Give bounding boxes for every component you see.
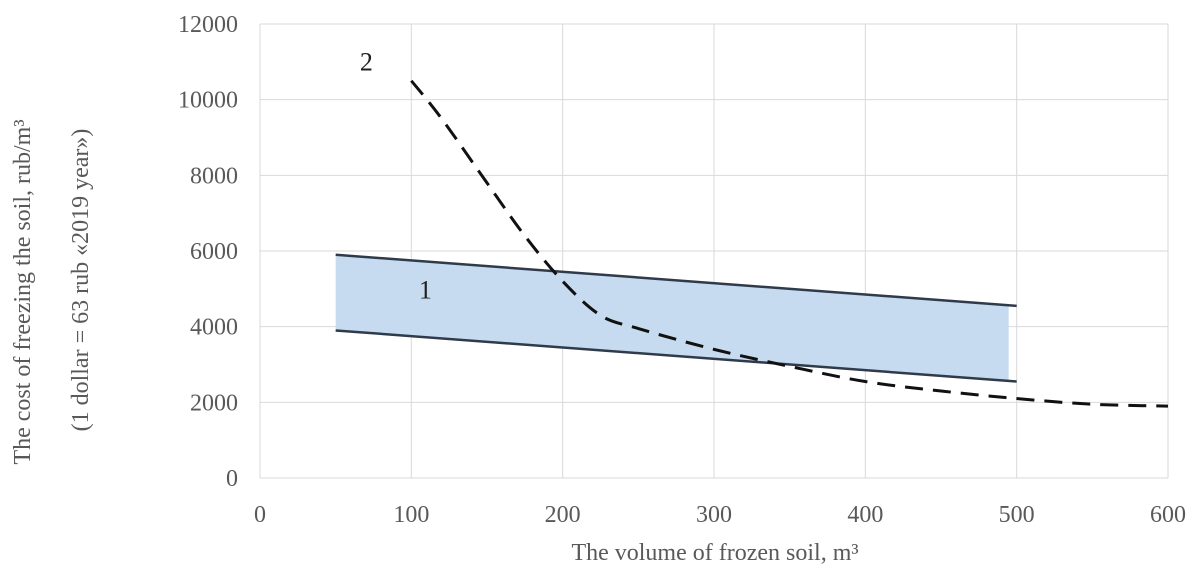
series-2-label: 2 <box>360 48 373 77</box>
series-1-band <box>335 253 1017 383</box>
y-tick-label: 6000 <box>190 239 238 265</box>
band-lower-line <box>335 329 1017 383</box>
dashed-curve <box>410 79 1169 408</box>
series-2-curve <box>410 79 1169 408</box>
tick-labels: 0 2000 4000 6000 8000 10000 12000 0 100 200 300 400… <box>178 12 1186 528</box>
band-upper-line <box>335 253 1017 308</box>
y-tick-label: 10000 <box>178 88 238 114</box>
y-tick-label: 8000 <box>190 163 238 189</box>
x-tick-label: 400 <box>847 502 883 528</box>
x-tick-label: 300 <box>696 502 732 528</box>
x-tick-label: 200 <box>545 502 581 528</box>
x-axis-title: The volume of frozen soil, m³ <box>571 540 858 566</box>
band-fill <box>335 254 1009 381</box>
x-tick-label: 100 <box>393 502 429 528</box>
y-tick-label: 12000 <box>178 12 238 38</box>
x-tick-label: 500 <box>999 502 1035 528</box>
series-1-label: 1 <box>419 275 432 304</box>
y-tick-label: 0 <box>226 466 238 492</box>
curve-labels: 12 <box>360 48 432 305</box>
x-tick-label: 600 <box>1150 502 1186 528</box>
y-tick-label: 2000 <box>190 390 238 416</box>
gridlines <box>259 23 1169 479</box>
y-tick-label: 4000 <box>190 315 238 341</box>
y-axis-title-line2: (1 dollar = 63 rub «2019 year») <box>68 129 94 432</box>
y-axis-title-line1: The cost of freezing the soil, rub/m³ <box>10 119 36 464</box>
x-tick-label: 0 <box>254 502 266 528</box>
